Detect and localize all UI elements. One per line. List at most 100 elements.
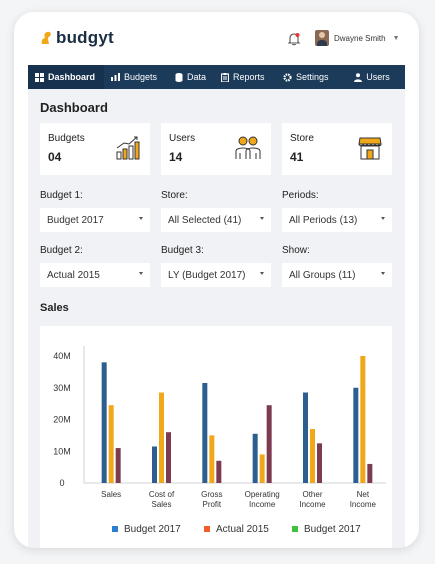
legend-swatch <box>292 526 298 532</box>
select-value: All Periods (13) <box>289 214 358 226</box>
x-tick-label-line: Sales <box>101 490 121 499</box>
x-tick-label-line: Income <box>350 500 377 509</box>
nav-users[interactable]: Users <box>342 65 402 89</box>
chart-bar <box>159 392 164 483</box>
database-icon <box>175 72 183 82</box>
x-tick-label: Other Income <box>299 490 326 509</box>
user-name: Dwayne Smith <box>334 33 386 43</box>
people-icon <box>235 136 261 159</box>
chart-bar <box>353 387 359 483</box>
filter-label-store: Store: <box>161 190 188 201</box>
filter-label-budget-3: Budget 3: <box>161 245 204 256</box>
nav-label: Dashboard <box>48 72 96 82</box>
select-value: LY (Budget 2017) <box>168 269 246 281</box>
select-value: Actual 2015 <box>47 269 100 281</box>
chart-bar <box>209 435 215 483</box>
chart-bar <box>166 432 171 483</box>
user-icon <box>354 72 363 82</box>
stat-value: 41 <box>290 150 304 164</box>
legend-swatch <box>112 526 118 532</box>
legend-label: Budget 2017 <box>124 524 181 535</box>
filter-label-budget-1: Budget 1: <box>40 190 83 201</box>
user-menu[interactable]: Dwayne Smith ▼ <box>315 30 400 46</box>
chart-bar <box>259 454 265 483</box>
gear-icon <box>283 72 292 82</box>
x-tick-label-line: Operating <box>245 490 280 499</box>
chart-bar <box>216 460 222 483</box>
x-tick-label-line: Net <box>357 490 370 499</box>
legend-label: Actual 2015 <box>216 524 269 535</box>
show-select[interactable]: All Groups (11) <box>282 263 392 287</box>
stat-card-store[interactable]: Store 41 <box>282 123 392 175</box>
filter-label-show: Show: <box>282 245 310 256</box>
device-frame: budgyt Dwayne Smith ▼ Dashboard <box>14 12 419 548</box>
stat-card-users[interactable]: Users 14 <box>161 123 271 175</box>
filter-label-periods: Periods: <box>282 190 319 201</box>
x-tick-label-line: Other <box>302 490 322 499</box>
nav-label: Budgets <box>124 72 158 82</box>
x-tick-label-line: Profit <box>202 500 221 509</box>
caret-down-icon <box>139 272 143 275</box>
x-tick-label-line: Sales <box>151 500 171 509</box>
x-tick-label: Operating Income <box>245 490 280 509</box>
stat-card-budgets[interactable]: Budgets 04 <box>40 123 150 175</box>
x-tick-label-line: Cost of <box>149 490 175 499</box>
nav-reports[interactable]: Reports <box>214 65 276 89</box>
chart-bar <box>317 443 322 483</box>
y-tick-label: 40M <box>53 351 71 361</box>
budget-2-select[interactable]: Actual 2015 <box>40 263 150 287</box>
stat-label: Users <box>169 133 196 144</box>
chart-bar <box>360 356 366 483</box>
y-tick-label: 0 <box>59 478 64 488</box>
page-title: Dashboard <box>40 100 108 115</box>
filter-label-budget-2: Budget 2: <box>40 245 83 256</box>
chart-bar <box>367 463 373 483</box>
app-logo[interactable]: budgyt <box>40 28 114 48</box>
chart-bar <box>152 446 157 483</box>
x-tick-label: Sales <box>101 490 121 499</box>
caret-down-icon <box>260 217 264 220</box>
nav-budgets[interactable]: Budgets <box>104 65 168 89</box>
x-tick-label: Cost of Sales <box>149 490 175 509</box>
store-select[interactable]: All Selected (41) <box>161 208 271 232</box>
main-nav: Dashboard Budgets Data Reports Settings … <box>28 65 405 89</box>
squirrel-logo-icon <box>41 31 51 44</box>
chevron-down-icon: ▼ <box>392 34 400 42</box>
stat-value: 14 <box>169 150 183 164</box>
x-tick-label-line: Gross <box>201 490 222 499</box>
sales-chart-card: 0 10M 20M 30M 40M Sales Cost of Sales Gross Profi… <box>40 326 392 548</box>
nav-label: Data <box>187 72 207 82</box>
chart-bar <box>303 392 308 483</box>
chart-bar <box>252 433 258 483</box>
budget-1-select[interactable]: Budget 2017 <box>40 208 150 232</box>
storefront-icon <box>358 137 382 160</box>
caret-down-icon <box>381 272 385 275</box>
stat-label: Budgets <box>48 133 85 144</box>
x-tick-label-line: Income <box>299 500 326 509</box>
y-tick-label: 20M <box>53 415 71 425</box>
chart-bar <box>202 382 208 483</box>
caret-down-icon <box>381 217 385 220</box>
x-tick-label: Gross Profit <box>201 490 222 509</box>
nav-dashboard[interactable]: Dashboard <box>28 65 104 89</box>
nav-label: Users <box>366 72 390 82</box>
nav-data[interactable]: Data <box>168 65 214 89</box>
x-tick-label: Net Income <box>350 490 377 509</box>
y-tick-label: 10M <box>53 446 71 456</box>
budget-3-select[interactable]: LY (Budget 2017) <box>161 263 271 287</box>
periods-select[interactable]: All Periods (13) <box>282 208 392 232</box>
notifications-button[interactable] <box>287 32 301 51</box>
app-screen: budgyt Dwayne Smith ▼ Dashboard <box>28 12 405 548</box>
y-tick-label: 30M <box>53 383 71 393</box>
chart-bar <box>108 405 114 483</box>
nav-label: Reports <box>233 72 265 82</box>
nav-settings[interactable]: Settings <box>276 65 342 89</box>
dashboard-grid-icon <box>35 72 44 82</box>
stat-label: Store <box>290 133 314 144</box>
legend-swatch <box>204 526 210 532</box>
app-name: budgyt <box>56 28 114 47</box>
legend-label: Budget 2017 <box>304 524 361 535</box>
nav-label: Settings <box>296 72 329 82</box>
stat-value: 04 <box>48 150 62 164</box>
